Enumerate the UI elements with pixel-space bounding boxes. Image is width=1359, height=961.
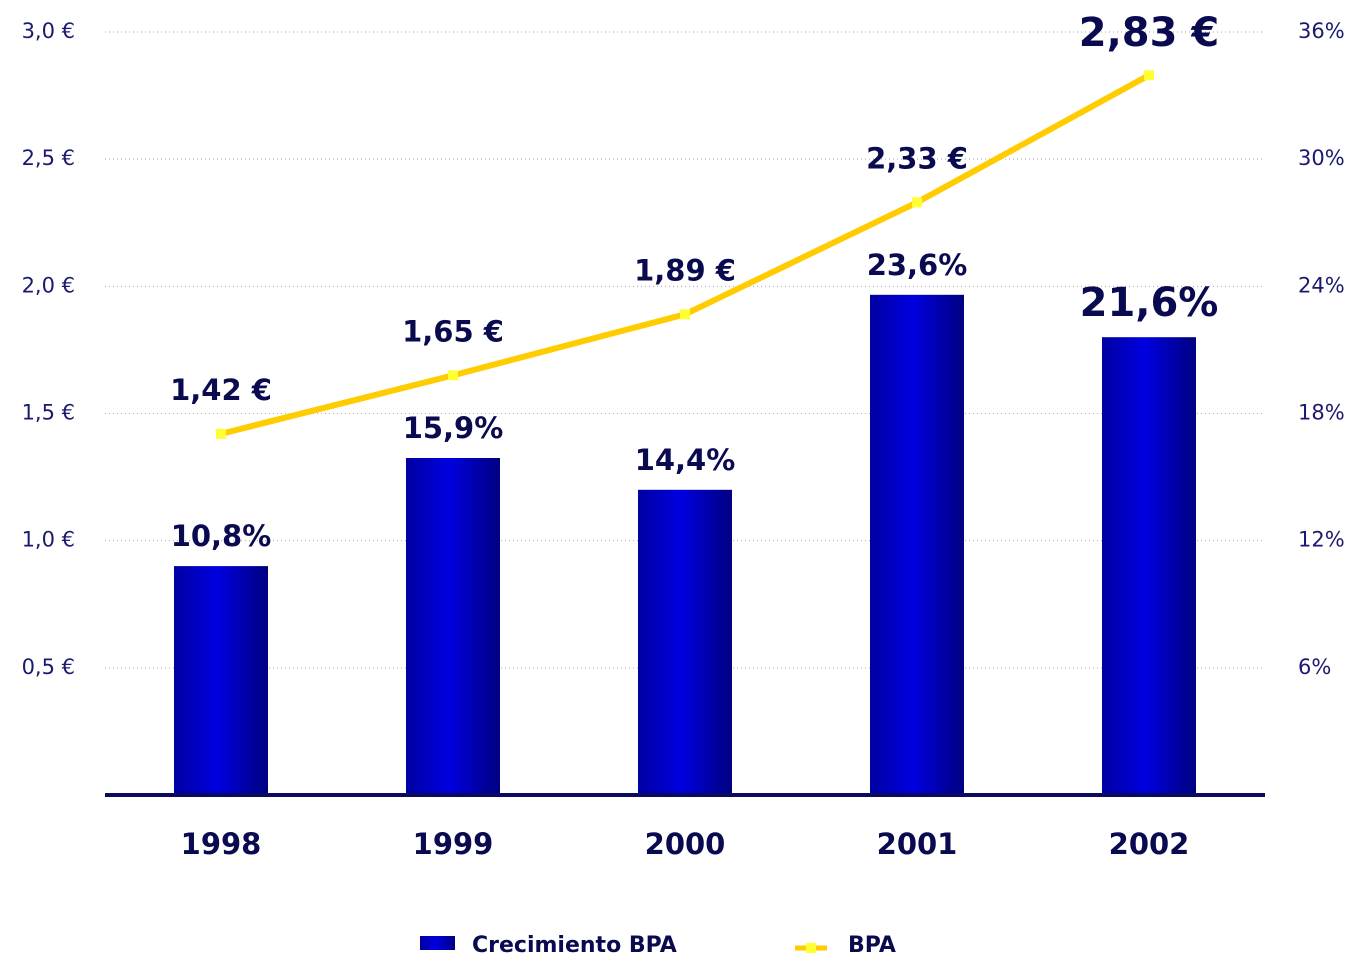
x-tick-label: 2000 bbox=[645, 827, 726, 861]
y-tick-label: 1,5 € bbox=[22, 401, 75, 425]
data-label: 14,4% bbox=[635, 443, 736, 477]
x-tick-label: 2002 bbox=[1109, 827, 1190, 861]
x-tick-label: 1999 bbox=[413, 827, 494, 861]
line-marker bbox=[680, 309, 690, 320]
bar bbox=[174, 566, 268, 795]
data-label: 23,6% bbox=[867, 248, 968, 282]
y-tick-label: 3,0 € bbox=[22, 19, 75, 43]
bar bbox=[1102, 337, 1196, 795]
x-tick-label: 1998 bbox=[181, 827, 262, 861]
y-tick-label: 1,0 € bbox=[22, 528, 75, 552]
y2-tick-label: 12% bbox=[1298, 528, 1345, 552]
legend-label: Crecimiento BPA bbox=[472, 933, 677, 958]
legend-swatch bbox=[806, 943, 816, 953]
line-marker bbox=[216, 428, 226, 439]
y-tick-label: 2,5 € bbox=[22, 146, 75, 170]
legend-swatch bbox=[420, 936, 455, 950]
y2-tick-label: 18% bbox=[1298, 401, 1345, 425]
bar bbox=[406, 458, 500, 795]
x-tick-label: 2001 bbox=[877, 827, 958, 861]
line-marker bbox=[1144, 70, 1154, 81]
legend-label: BPA bbox=[848, 933, 896, 958]
y-tick-label: 0,5 € bbox=[22, 655, 75, 679]
y2-tick-label: 36% bbox=[1298, 19, 1345, 43]
line-marker bbox=[448, 370, 458, 381]
y-tick-label: 2,0 € bbox=[22, 273, 75, 297]
data-label: 15,9% bbox=[403, 411, 504, 445]
bar bbox=[870, 294, 964, 795]
data-label: 1,89 € bbox=[634, 253, 736, 287]
y2-tick-label: 6% bbox=[1298, 655, 1331, 679]
y2-tick-label: 30% bbox=[1298, 146, 1345, 170]
bar bbox=[638, 489, 732, 795]
y2-tick-label: 24% bbox=[1298, 273, 1345, 297]
line-marker bbox=[912, 197, 922, 208]
data-label: 2,33 € bbox=[866, 141, 968, 175]
data-label: 1,65 € bbox=[402, 314, 504, 348]
data-label: 21,6% bbox=[1080, 280, 1219, 326]
data-label: 1,42 € bbox=[170, 373, 272, 407]
data-label: 10,8% bbox=[171, 519, 272, 553]
data-label: 2,83 € bbox=[1079, 10, 1219, 56]
